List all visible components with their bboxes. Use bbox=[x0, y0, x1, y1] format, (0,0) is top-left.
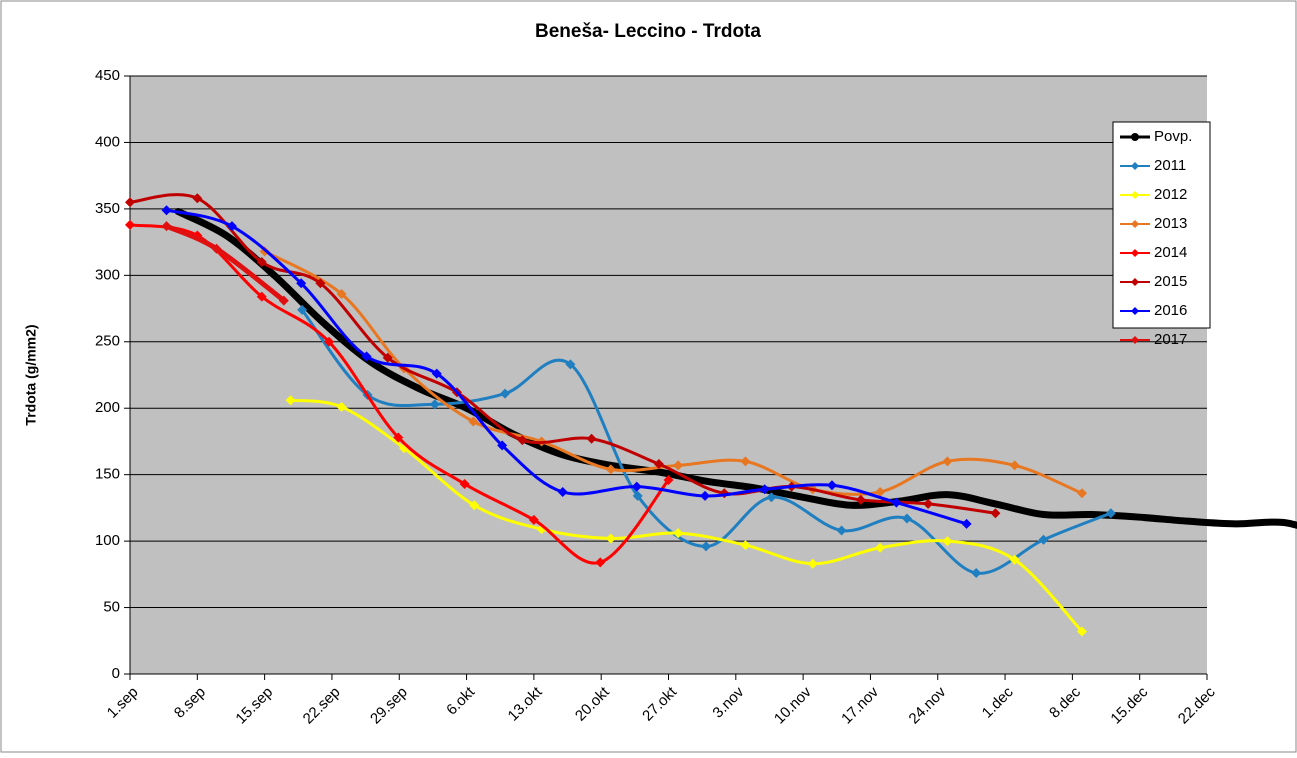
y-tick-label: 350 bbox=[95, 200, 120, 217]
marker bbox=[528, 514, 539, 525]
marker bbox=[942, 536, 953, 547]
marker bbox=[673, 528, 684, 539]
marker bbox=[1009, 460, 1020, 471]
marker bbox=[500, 388, 511, 399]
legend-marker bbox=[1131, 249, 1139, 257]
marker bbox=[605, 464, 616, 475]
marker bbox=[1009, 554, 1020, 565]
marker bbox=[875, 486, 886, 497]
legend-label: 2014 bbox=[1154, 244, 1187, 261]
legend-marker bbox=[1131, 191, 1139, 199]
marker bbox=[125, 197, 135, 208]
marker bbox=[766, 492, 777, 503]
marker bbox=[226, 221, 237, 232]
marker bbox=[875, 542, 886, 553]
marker bbox=[942, 456, 953, 467]
y-tick-label: 150 bbox=[95, 466, 120, 483]
marker bbox=[211, 243, 222, 254]
marker bbox=[468, 416, 479, 427]
legend-label: 2015 bbox=[1154, 273, 1187, 290]
marker bbox=[125, 219, 135, 230]
marker bbox=[1076, 488, 1087, 499]
legend-marker bbox=[1131, 162, 1139, 170]
marker bbox=[673, 460, 684, 471]
marker bbox=[1105, 508, 1116, 519]
marker bbox=[469, 500, 480, 511]
marker bbox=[855, 494, 866, 505]
marker bbox=[891, 497, 902, 508]
legend-label: 2012 bbox=[1154, 186, 1187, 203]
marker bbox=[740, 540, 751, 551]
marker bbox=[285, 395, 296, 406]
marker bbox=[1076, 626, 1087, 637]
marker bbox=[605, 533, 616, 544]
marker bbox=[336, 401, 347, 412]
marker bbox=[161, 205, 172, 216]
marker bbox=[595, 557, 606, 568]
y-tick-label: 0 bbox=[112, 665, 120, 682]
marker bbox=[297, 304, 308, 315]
legend-marker bbox=[1131, 336, 1139, 344]
marker bbox=[296, 278, 307, 289]
series-line bbox=[128, 193, 997, 515]
marker bbox=[429, 399, 440, 410]
marker bbox=[161, 221, 172, 232]
marker bbox=[901, 513, 912, 524]
marker bbox=[807, 558, 818, 569]
legend-label: 2013 bbox=[1154, 215, 1187, 232]
legend-marker bbox=[1131, 220, 1139, 228]
legend-marker bbox=[1131, 278, 1139, 286]
y-tick-label: 450 bbox=[95, 67, 120, 84]
y-axis-label: Trdota (g/mm2) bbox=[23, 324, 39, 425]
marker bbox=[759, 484, 770, 495]
marker bbox=[278, 295, 289, 306]
marker bbox=[663, 474, 674, 485]
marker bbox=[431, 368, 442, 379]
y-tick-label: 300 bbox=[95, 266, 120, 283]
marker bbox=[826, 480, 837, 491]
y-tick-label: 100 bbox=[95, 532, 120, 549]
marker bbox=[700, 490, 711, 501]
y-tick-label: 400 bbox=[95, 133, 120, 150]
marker bbox=[382, 352, 393, 363]
plot-area bbox=[130, 76, 1207, 674]
marker bbox=[701, 541, 712, 552]
series-line bbox=[174, 208, 1297, 529]
marker bbox=[923, 498, 934, 509]
legend-marker bbox=[1131, 133, 1139, 141]
marker bbox=[459, 478, 470, 489]
marker bbox=[256, 291, 267, 302]
legend-label: 2011 bbox=[1154, 157, 1186, 174]
marker bbox=[836, 525, 847, 536]
y-tick-label: 200 bbox=[95, 399, 120, 416]
marker bbox=[586, 433, 597, 444]
marker bbox=[324, 336, 335, 347]
y-tick-label: 50 bbox=[103, 599, 120, 616]
marker bbox=[256, 257, 267, 268]
marker bbox=[971, 568, 982, 579]
marker bbox=[990, 508, 1001, 519]
y-tick-label: 250 bbox=[95, 333, 120, 350]
marker bbox=[497, 440, 508, 451]
marker bbox=[740, 456, 751, 467]
marker bbox=[1038, 534, 1049, 545]
marker bbox=[517, 435, 528, 446]
legend-label: Povp. bbox=[1154, 128, 1192, 145]
marker bbox=[192, 193, 203, 204]
marker bbox=[336, 288, 347, 299]
marker bbox=[315, 278, 326, 289]
marker bbox=[557, 486, 568, 497]
marker bbox=[632, 490, 643, 501]
legend-marker bbox=[1131, 307, 1139, 315]
marker bbox=[361, 351, 372, 362]
chart-title: Beneša- Leccino - Trdota bbox=[535, 21, 761, 42]
marker bbox=[565, 359, 576, 370]
marker bbox=[961, 518, 972, 529]
marker bbox=[653, 459, 664, 470]
marker bbox=[631, 481, 642, 492]
legend-label: 2016 bbox=[1154, 302, 1187, 319]
legend-label: 2017 bbox=[1154, 331, 1187, 348]
marker bbox=[393, 432, 404, 443]
